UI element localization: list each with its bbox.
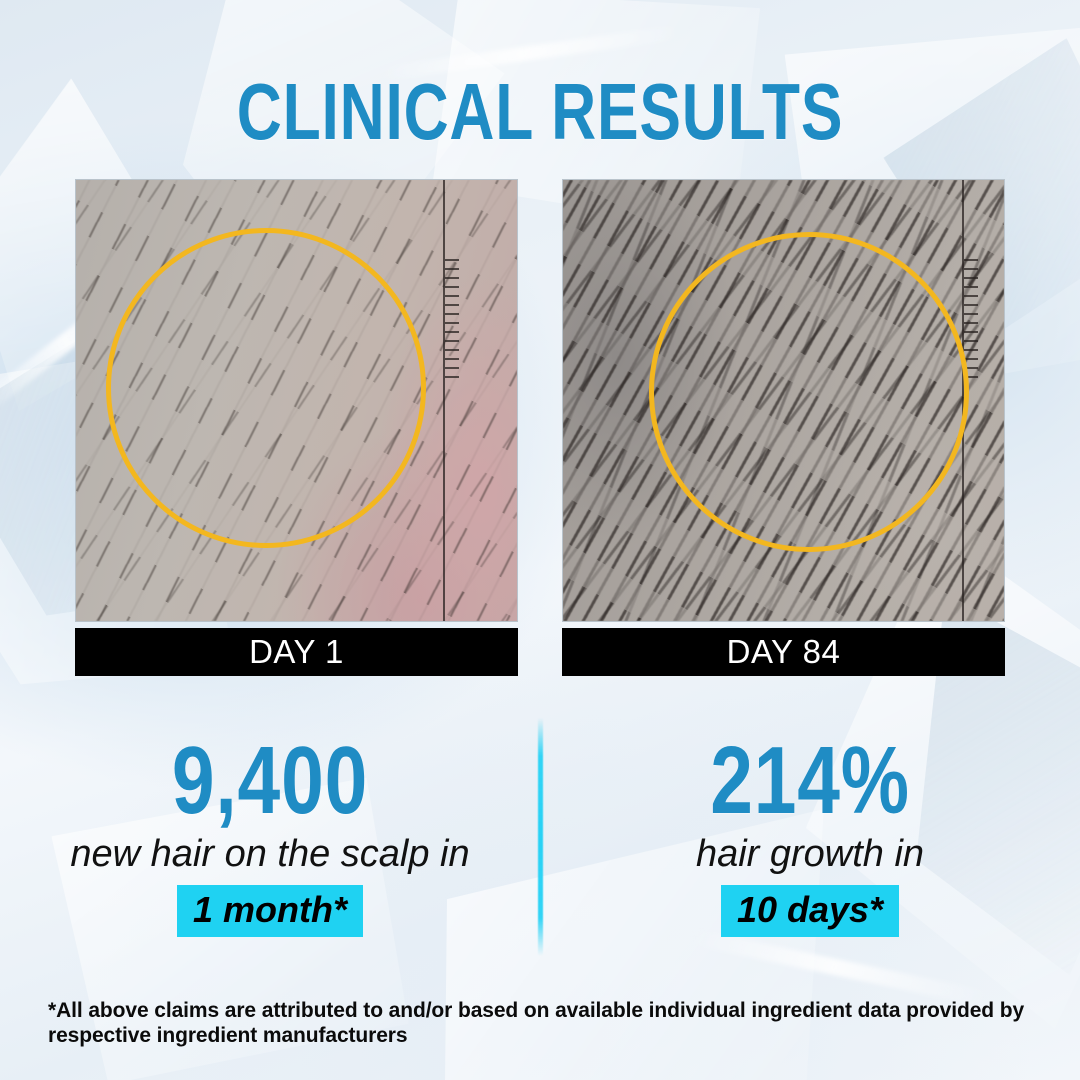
stat-pill-wrapper: 1 month* [0,885,540,937]
stat-label: hair growth in [695,833,925,875]
panel-day-84: DAY 84 [562,179,1005,676]
panel-caption-day-84: DAY 84 [562,628,1005,676]
stat-pill-wrapper: 10 days* [540,885,1080,937]
scalp-photo-before [75,179,518,622]
panel-day-1: DAY 1 [75,179,518,676]
stat-timeframe-badge: 10 days* [720,885,900,937]
before-after-comparison: DAY 1 DAY 84 [75,179,1005,676]
stat-hair-growth-percent: 214% hair growth in 10 days* [540,727,1080,950]
stat-label: new hair on the scalp in [70,833,470,875]
stat-value: 9,400 [171,727,369,834]
measurement-circle [106,228,426,548]
stats-divider [538,718,543,956]
stat-value: 214% [710,727,910,834]
ruler-marker [443,180,459,621]
scalp-photo-after [562,179,1005,622]
footnote-disclaimer: *All above claims are attributed to and/… [48,999,1025,1047]
page-title: CLINICAL RESULTS [236,67,844,156]
stat-new-hair-count: 9,400 new hair on the scalp in 1 month* [0,727,540,950]
stats-row: 9,400 new hair on the scalp in 1 month* … [0,727,1080,950]
measurement-circle [649,232,969,552]
panel-caption-day-1: DAY 1 [75,628,518,676]
stat-timeframe-badge: 1 month* [176,885,363,937]
